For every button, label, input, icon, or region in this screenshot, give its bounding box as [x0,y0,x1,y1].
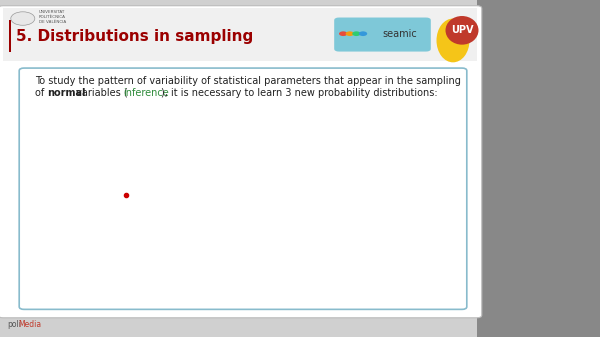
Circle shape [11,12,35,25]
Bar [477,0,600,337]
Text: poli: poli [7,320,21,329]
Bar [9,20,11,52]
Text: seamic: seamic [383,29,418,39]
Ellipse shape [445,16,479,44]
Text: normal: normal [47,88,86,98]
Text: UPV: UPV [451,25,473,35]
Circle shape [339,31,347,36]
Text: Media: Media [18,320,41,329]
Text: 5. Distributions in sampling: 5. Distributions in sampling [16,29,253,44]
FancyBboxPatch shape [0,6,482,318]
Text: of: of [35,88,47,98]
Circle shape [346,31,354,36]
Ellipse shape [437,19,470,62]
FancyBboxPatch shape [334,18,431,52]
Bar [3,8,477,61]
FancyBboxPatch shape [19,68,467,309]
Circle shape [352,31,361,36]
Text: To study the pattern of variability of statistical parameters that appear in the: To study the pattern of variability of s… [35,76,461,86]
Text: variables (: variables ( [73,88,128,98]
Text: UNIVERSITAT
POLITÈCNICA
DE VALÈNCIA: UNIVERSITAT POLITÈCNICA DE VALÈNCIA [39,10,66,24]
Circle shape [359,31,367,36]
Text: ), it is necessary to learn 3 new probability distributions:: ), it is necessary to learn 3 new probab… [161,88,437,98]
Text: inference: inference [123,88,169,98]
